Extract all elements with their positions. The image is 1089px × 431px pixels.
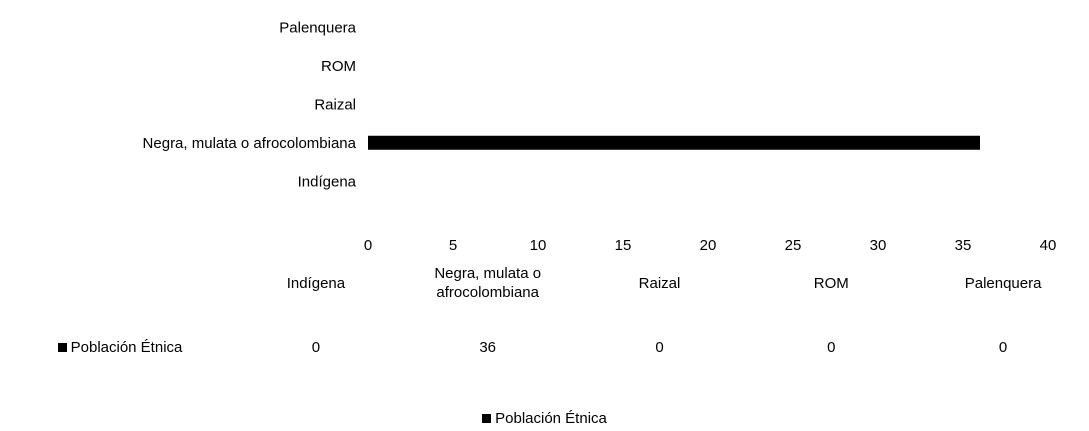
series-swatch bbox=[57, 342, 67, 352]
value-axis-ticks: 0 5 10 15 20 25 30 35 40 bbox=[364, 237, 1057, 254]
bar bbox=[368, 135, 980, 150]
category-label: Palenquera bbox=[279, 19, 356, 36]
data-table: Indígena Negra, mulata o afrocolombiana Ra… bbox=[0, 255, 1089, 395]
data-table-category-header: Indígena bbox=[286, 274, 346, 292]
data-table-value: 0 bbox=[311, 338, 321, 356]
bar-chart: Indígena Negra, mulata o afrocolombiana Ra… bbox=[143, 19, 1057, 254]
series-name: Población Étnica bbox=[70, 338, 183, 356]
x-tick-label: 40 bbox=[1040, 237, 1057, 254]
data-table-category-header: Negra, mulata o afrocolombiana bbox=[434, 265, 542, 301]
x-tick-label: 30 bbox=[870, 237, 887, 254]
legend-label: Población Étnica bbox=[495, 409, 607, 427]
data-table-category-header: ROM bbox=[813, 274, 849, 292]
data-table-value: 0 bbox=[998, 338, 1008, 356]
legend: Población Étnica bbox=[0, 408, 1089, 428]
x-tick-label: 20 bbox=[700, 237, 717, 254]
x-tick-label: 5 bbox=[449, 237, 457, 254]
bars bbox=[368, 135, 980, 150]
data-table-category-header: Palenquera bbox=[964, 274, 1042, 292]
data-table-series-label: Población Étnica bbox=[10, 337, 230, 357]
category-label: ROM bbox=[321, 58, 356, 75]
x-tick-label: 25 bbox=[785, 237, 802, 254]
category-label: Negra, mulata o afrocolombiana bbox=[143, 135, 357, 152]
category-label: Indígena bbox=[298, 173, 357, 190]
data-table-value: 36 bbox=[479, 338, 497, 356]
x-tick-label: 15 bbox=[615, 237, 632, 254]
legend-swatch bbox=[482, 413, 492, 423]
data-table-value: 0 bbox=[827, 338, 836, 356]
data-table-value: 0 bbox=[655, 338, 664, 356]
data-table-category-header: Raizal bbox=[638, 274, 681, 292]
category-axis-labels: Indígena Negra, mulata o afrocolombiana Ra… bbox=[143, 19, 357, 190]
x-tick-label: 35 bbox=[955, 237, 972, 254]
x-tick-label: 0 bbox=[364, 237, 372, 254]
category-label: Raizal bbox=[314, 96, 356, 113]
x-tick-label: 10 bbox=[530, 237, 547, 254]
